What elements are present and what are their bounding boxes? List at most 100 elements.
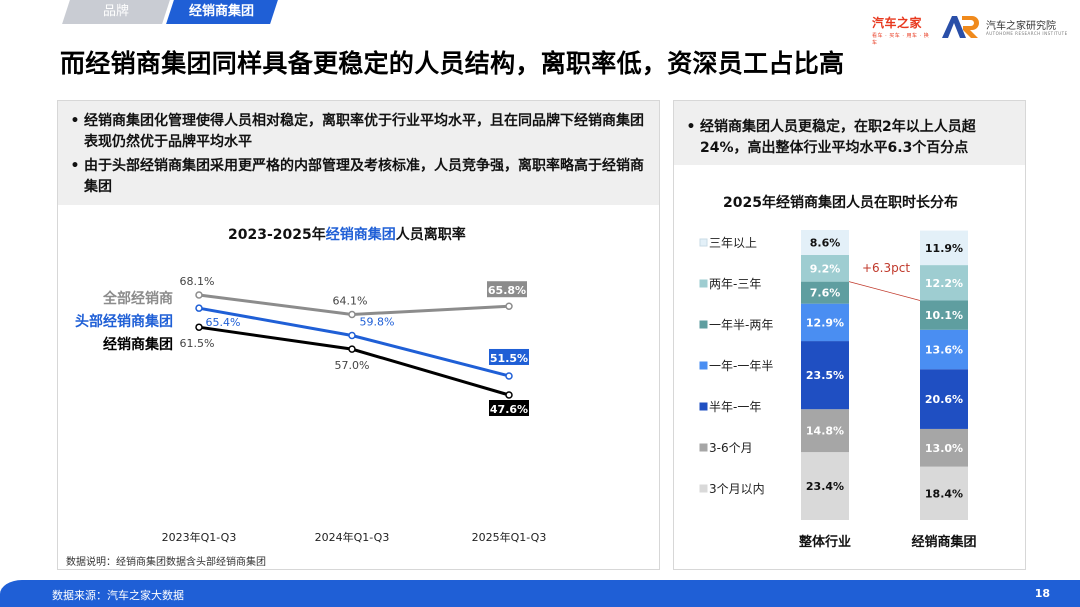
bar-value-label: 7.6% xyxy=(810,287,841,300)
data-point xyxy=(348,345,356,353)
left-panel: • 经销商集团化管理使得人员相对稳定，离职率优于行业平均水平，且在同品牌下经销商集… xyxy=(57,100,660,570)
bar-value-label: 14.8% xyxy=(806,425,844,438)
x-tick-label: 2023年Q1-Q3 xyxy=(162,530,237,544)
bar-value-label: 13.0% xyxy=(925,442,963,455)
legend-swatch xyxy=(699,443,708,452)
data-note: 数据说明：经销商集团数据含头部经销商集团 xyxy=(66,557,266,568)
footer: 数据来源：汽车之家大数据 18 xyxy=(0,580,1080,607)
bar-value-label: 18.4% xyxy=(925,487,963,500)
legend-label: 3-6个月 xyxy=(709,441,753,455)
bar-segment xyxy=(801,409,849,453)
bar-value-label: 23.5% xyxy=(806,369,844,382)
research-institute-name: 汽车之家研究院 xyxy=(986,21,1056,32)
legend-label: 经销商集团 xyxy=(103,336,173,353)
legend-label: 一年-一年半 xyxy=(709,359,773,373)
right-notes: • 经销商集团人员更稳定，在职2年以上人员超24%，高出整体行业平均水平6.3个百… xyxy=(674,101,1025,165)
bar-value-label: 8.6% xyxy=(810,236,841,249)
data-point xyxy=(505,302,513,310)
left-note-1-text: 经销商集团化管理使得人员相对稳定，离职率优于行业平均水平，且在同品牌下经销商集团… xyxy=(84,113,644,150)
bar-segment xyxy=(920,329,968,370)
data-point xyxy=(348,310,356,319)
x-category-label: 经销商集团 xyxy=(911,534,976,550)
autohome-logo-subtext: 看车 · 买车 · 用车 · 换车 xyxy=(872,33,930,46)
bar-segment xyxy=(801,341,849,410)
bar-segment xyxy=(920,428,968,467)
legend-label: 全部经销商 xyxy=(102,290,173,307)
data-point xyxy=(195,323,203,331)
bar-segment xyxy=(920,230,968,266)
legend-swatch xyxy=(699,484,708,493)
autohome-logo: 汽车之家 看车 · 买车 · 用车 · 换车 xyxy=(872,14,930,46)
bar-value-label: 13.6% xyxy=(925,343,963,356)
bar-segment xyxy=(920,300,968,330)
x-category-label: 整体行业 xyxy=(798,534,851,550)
bar-value-label: 23.4% xyxy=(806,480,844,493)
bar-value-label: 20.6% xyxy=(925,393,963,406)
page-title: 而经销商集团同样具备更稳定的人员结构，离职率低，资深员工占比高 xyxy=(60,49,845,78)
tab-brand[interactable]: 品牌 xyxy=(62,0,170,24)
left-note-2: • 由于头部经销商集团采用更严格的内部管理及考核标准，人员竞争强，离职率略高于经销… xyxy=(66,156,647,198)
stacked-bar-chart: 23.4% 14.8% 23.5% 12.9% 7.6% 9.2% 8.6% 整体行业 18.4… xyxy=(699,230,977,550)
data-label: 65.8% xyxy=(488,284,526,297)
legend-label: 头部经销商集团 xyxy=(75,313,173,330)
legend-swatch xyxy=(699,279,708,288)
page-number: 18 xyxy=(1034,587,1050,600)
x-tick-label: 2024年Q1-Q3 xyxy=(315,530,390,544)
legend-label: 半年-一年 xyxy=(709,400,761,414)
bar-segment xyxy=(801,230,849,255)
legend-swatch xyxy=(699,361,708,370)
line-chart-title-part3: 人员离职率 xyxy=(395,227,466,243)
tab-dealer-group[interactable]: 经销商集团 xyxy=(166,0,278,24)
legend-swatch xyxy=(699,320,708,329)
data-point xyxy=(505,391,513,399)
data-point xyxy=(195,304,203,312)
left-note-2-text: 由于头部经销商集团采用更严格的内部管理及考核标准，人员竞争强，离职率略高于经销商… xyxy=(84,158,644,195)
bar-chart-title: 2025年经销商集团人员在职时长分布 xyxy=(723,195,958,211)
annotation-line xyxy=(848,281,921,301)
legend-label: 两年-三年 xyxy=(709,277,761,291)
research-institute-logo-icon xyxy=(942,16,979,38)
line-chart-title-part2: 经销商集团 xyxy=(325,227,396,243)
x-tick-label: 2025年Q1-Q3 xyxy=(472,530,547,544)
bar-value-label: 9.2% xyxy=(810,262,841,275)
bar-value-label: 12.9% xyxy=(806,316,844,329)
bar-value-label: 10.1% xyxy=(925,309,963,322)
data-point xyxy=(195,291,203,299)
data-label-box xyxy=(489,348,529,365)
data-point xyxy=(348,331,356,340)
data-label: 68.1% xyxy=(180,275,215,288)
data-label: 47.6% xyxy=(490,403,528,416)
bar-value-label: 11.9% xyxy=(925,242,963,255)
bar-segment xyxy=(920,466,968,520)
right-note-1-text: 经销商集团人员更稳定，在职2年以上人员超24%，高出整体行业平均水平6.3个百分… xyxy=(700,119,976,156)
data-point xyxy=(505,372,513,380)
left-note-1: • 经销商集团化管理使得人员相对稳定，离职率优于行业平均水平，且在同品牌下经销商集… xyxy=(66,111,647,153)
data-label: 65.4% xyxy=(206,316,241,329)
legend-label: 一年半-两年 xyxy=(709,318,773,332)
tab-dealer-group-label: 经销商集团 xyxy=(189,4,255,19)
research-institute-subtext: AUTOHOME RESEARCH INSTITUTE xyxy=(986,31,1068,36)
left-notes: • 经销商集团化管理使得人员相对稳定，离职率优于行业平均水平，且在同品牌下经销商集… xyxy=(58,101,659,205)
line-chart: 68.1% 64.1% 65.8% 全部经销商 65.4% 59.8% 51.5% 头部经销商… xyxy=(75,275,547,544)
data-label-box xyxy=(487,281,527,298)
bar-segment xyxy=(801,303,849,342)
data-label: 64.1% xyxy=(333,295,368,308)
legend-label: 3个月以内 xyxy=(709,482,765,496)
annotation-label: +6.3pct xyxy=(862,261,910,275)
bar-segment xyxy=(920,369,968,429)
bar-segment xyxy=(920,265,968,301)
footer-source: 数据来源：汽车之家大数据 xyxy=(52,589,184,602)
autohome-logo-text: 汽车之家 xyxy=(872,16,923,30)
bar-segment xyxy=(801,281,849,304)
line-chart-title: 2023-2025年经销商集团人员离职率 xyxy=(228,224,466,244)
data-label: 61.5% xyxy=(180,337,215,350)
legend-label: 三年以上 xyxy=(709,236,757,250)
data-label: 57.0% xyxy=(335,359,370,372)
legend-swatch xyxy=(699,238,708,247)
legend-swatch xyxy=(699,402,708,411)
bar-segment xyxy=(801,254,849,282)
bar-value-label: 12.2% xyxy=(925,277,963,290)
data-label-box xyxy=(489,400,529,416)
tab-brand-label: 品牌 xyxy=(102,4,129,19)
data-label: 51.5% xyxy=(490,352,528,365)
